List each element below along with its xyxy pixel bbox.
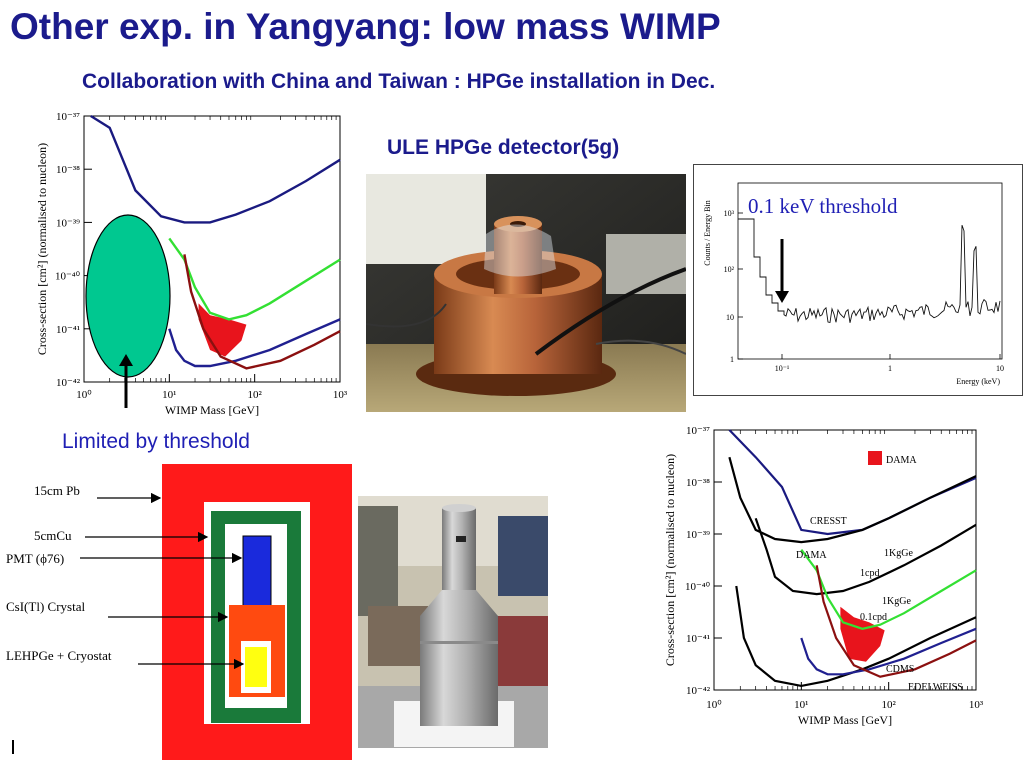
- x-tick-label: 10²: [882, 699, 897, 711]
- x-tick-label: 1: [888, 364, 892, 373]
- chart-annotation: CDMS: [886, 664, 914, 675]
- y-tick-label: 10⁻³⁷: [56, 111, 80, 123]
- chart-annotation: CRESST: [810, 516, 847, 527]
- series-line: [728, 456, 977, 544]
- x-axis-label: WIMP Mass [GeV]: [165, 403, 259, 417]
- pmt: [242, 535, 272, 609]
- y-tick-label: 10²: [724, 265, 735, 274]
- chart-annotation: 1KgGe: [882, 596, 911, 607]
- y-tick-label: 10⁻³⁷: [686, 425, 710, 437]
- shielding-schematic: [0, 460, 356, 760]
- dama-region: [198, 303, 247, 357]
- limited-by-threshold-label: Limited by threshold: [62, 430, 250, 453]
- series-line: [90, 114, 341, 224]
- y-tick-label: 1: [730, 355, 734, 364]
- legend-label-dama: DAMA: [886, 455, 917, 466]
- series-line: [735, 585, 977, 688]
- x-tick-label: 10⁰: [76, 389, 92, 401]
- schematic-label-pb: 15cm Pb: [34, 483, 80, 498]
- schematic-label-csi: CsI(Tl) Crystal: [6, 599, 86, 614]
- y-axis-label: Cross-section [cm²] (normalised to nucle…: [663, 454, 677, 666]
- chart-annotation: DAMA: [796, 550, 827, 561]
- series-line: [815, 565, 977, 678]
- y-tick-label: 10⁻⁴⁰: [685, 581, 711, 593]
- series-line: [183, 254, 341, 370]
- series-line: [800, 627, 977, 676]
- y-axis-label: Counts / Energy Bin: [703, 200, 712, 265]
- schematic-label-lehpge: LEHPGe + Cryostat: [6, 648, 112, 663]
- x-tick-label: 10⁰: [706, 699, 722, 711]
- y-tick-label: 10⁻⁴²: [686, 685, 711, 697]
- chart-annotation: 1cpd: [860, 568, 879, 579]
- series-line: [754, 517, 977, 596]
- x-tick-label: 10²: [248, 389, 263, 401]
- hpge-crystal: [245, 647, 267, 687]
- x-tick-label: 10: [996, 364, 1004, 373]
- y-tick-label: 10: [726, 313, 734, 322]
- schematic-label-pmt: PMT (ϕ76): [6, 551, 65, 566]
- slide-title: Other exp. in Yangyang: low mass WIMP: [10, 6, 721, 47]
- y-tick-label: 10³: [724, 209, 735, 218]
- threshold-arrowhead: [119, 354, 133, 366]
- y-tick-label: 10⁻³⁸: [56, 164, 80, 176]
- energy-spectrum-plot: 10³ 10² 10 1 10⁻¹ 1 10 Energy (keV) Counts / Ene…: [693, 164, 1023, 396]
- y-tick-label: 10⁻³⁹: [56, 217, 80, 229]
- slide-marker: [12, 740, 14, 754]
- chart-annotation: EDELWEISS: [908, 682, 963, 693]
- exclusion-plot-small-svg: 10⁰ 10¹ 10² 10³ 10⁻³⁷ 10⁻³⁸ 10⁻³⁹ 10⁻⁴⁰ 10⁻⁴¹ 10⁻…: [35, 111, 348, 417]
- energy-spectrum-svg: 10³ 10² 10 1 10⁻¹ 1 10 Energy (keV) Counts / Ene…: [703, 182, 1004, 386]
- x-axis-label: WIMP Mass [GeV]: [798, 713, 892, 727]
- legend-swatch-dama: [868, 451, 882, 465]
- schematic-label-cu: 5cmCu: [34, 528, 72, 543]
- slide-subtitle: Collaboration with China and Taiwan : HP…: [82, 70, 716, 93]
- y-tick-label: 10⁻⁴¹: [686, 633, 710, 645]
- y-axis-label: Cross-section [cm²] (normalised to nucle…: [35, 143, 49, 355]
- y-tick-label: 10⁻³⁸: [686, 477, 710, 489]
- x-axis-label: Energy (keV): [956, 377, 1000, 386]
- x-tick-label: 10¹: [162, 389, 176, 401]
- series-line: [168, 318, 341, 368]
- y-tick-label: 10⁻⁴²: [56, 377, 81, 389]
- y-tick-label: 10⁻⁴⁰: [55, 271, 81, 283]
- x-tick-label: 10³: [333, 389, 348, 401]
- ule-hpge-photo: [366, 174, 686, 412]
- y-tick-label: 10⁻³⁹: [686, 529, 710, 541]
- low-mass-region-ellipse: [85, 214, 171, 378]
- threshold-arrowhead: [775, 291, 789, 303]
- dama-region: [840, 606, 885, 662]
- ule-hpge-label: ULE HPGe detector(5g): [387, 136, 620, 159]
- y-tick-label: 10⁻⁴¹: [56, 324, 80, 336]
- exclusion-plot-large: 10⁰ 10¹ 10² 10³ 10⁻³⁷ 10⁻³⁸ 10⁻³⁹ 10⁻⁴⁰ 10⁻⁴¹ 10⁻…: [660, 420, 990, 738]
- x-tick-label: 10³: [969, 699, 984, 711]
- x-tick-label: 10⁻¹: [775, 364, 790, 373]
- chart-annotation: 1KgGe: [884, 548, 913, 559]
- spectrum-trace: [738, 218, 1001, 324]
- detector-lab-photo: [358, 496, 548, 748]
- threshold-annotation: 0.1 keV threshold: [748, 194, 898, 218]
- exclusion-plot-small: 10⁰ 10¹ 10² 10³ 10⁻³⁷ 10⁻³⁸ 10⁻³⁹ 10⁻⁴⁰ 10⁻⁴¹ 10⁻…: [30, 108, 350, 418]
- x-tick-label: 10¹: [794, 699, 808, 711]
- exclusion-plot-large-svg: 10⁰ 10¹ 10² 10³ 10⁻³⁷ 10⁻³⁸ 10⁻³⁹ 10⁻⁴⁰ 10⁻⁴¹ 10⁻…: [663, 425, 984, 727]
- chart-annotation: 0.1cpd: [860, 612, 887, 623]
